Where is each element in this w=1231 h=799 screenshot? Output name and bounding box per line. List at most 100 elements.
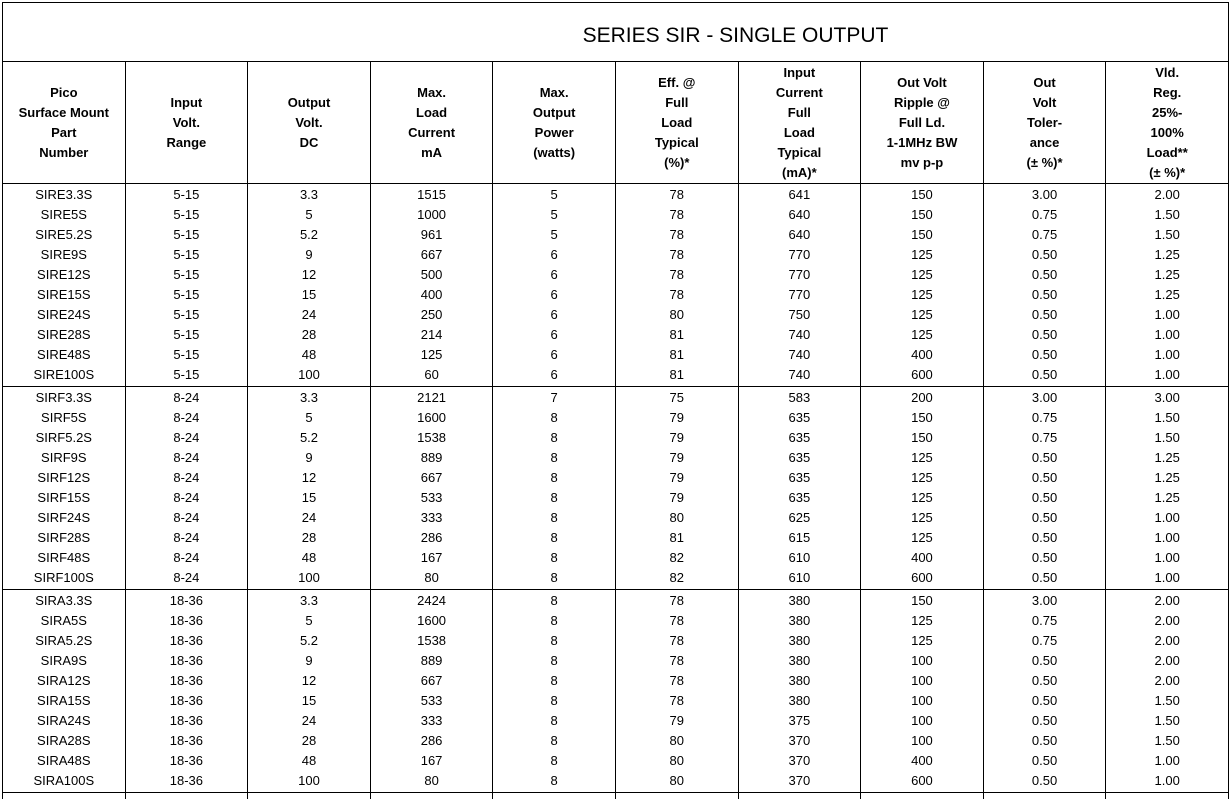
cell-max-output-power: 8 <box>492 691 616 711</box>
cell-output-volt-dc: 3.3 <box>247 386 371 408</box>
cell-efficiency: 78 <box>614 225 739 245</box>
cell-input-volt-range: 18-36 <box>124 691 249 711</box>
header-line: Load** <box>1146 144 1188 160</box>
cell-efficiency: 75 <box>614 386 739 408</box>
cell-volt-tolerance: 0.50 <box>982 285 1107 305</box>
cell-max-output-power: 8 <box>492 548 616 568</box>
header-line: Input <box>170 94 203 110</box>
cell-input-volt-range: 18-36 <box>124 671 249 691</box>
cell-volt-tolerance: 0.50 <box>982 711 1107 731</box>
cell-input-current: 770 <box>737 245 862 265</box>
cell-load-regulation: 1.25 <box>1105 468 1229 488</box>
table-row: SIRE24S 5-15 24 250 6 80 750 125 0.50 1.00 <box>2 305 1229 325</box>
header-line: mv p-p <box>900 154 944 170</box>
cell-output-volt-dc: 12 <box>247 265 371 285</box>
cell-output-volt-dc: 48 <box>247 751 371 771</box>
cell-volt-tolerance: 3.00 <box>982 589 1107 611</box>
cell-input-current: 370 <box>737 771 862 793</box>
header-line: Max. <box>539 84 569 100</box>
cell-max-load-current: 286 <box>369 731 494 751</box>
cell-max-load-current: 1600 <box>369 611 494 631</box>
cell-input-volt-range: 5-15 <box>124 325 249 345</box>
cell-input-current: 640 <box>737 225 862 245</box>
table-row: SIRF100S 8-24 100 80 8 82 610 600 0.50 1.00 <box>2 568 1229 590</box>
cell-part-number: SIRA12S <box>2 671 126 691</box>
cell-max-load-current: 2121 <box>369 386 494 408</box>
cell-input-current: 640 <box>737 205 862 225</box>
cell-input-volt-range: 18-36 <box>124 631 249 651</box>
cell-part-number: SIRA28S <box>2 731 126 751</box>
header-line: Range <box>166 134 207 150</box>
header-line: Eff. @ <box>658 74 696 90</box>
cell-output-volt-dc: 24 <box>247 711 371 731</box>
cell-max-output-power: 8 <box>492 731 616 751</box>
cell-efficiency: 82 <box>614 548 739 568</box>
cell-ripple: 125 <box>860 325 984 345</box>
cell-ripple: 150 <box>860 205 984 225</box>
empty-cell <box>492 792 616 799</box>
cell-max-output-power: 8 <box>492 671 616 691</box>
header-line: Number <box>39 144 89 160</box>
table-row: SIRA28S 18-36 28 286 8 80 370 100 0.50 1.50 <box>2 731 1229 751</box>
cell-max-load-current: 2424 <box>369 589 494 611</box>
cell-output-volt-dc: 48 <box>247 548 371 568</box>
cell-max-load-current: 60 <box>369 365 494 387</box>
table-row: SIRF9S 8-24 9 889 8 79 635 125 0.50 1.25 <box>2 448 1229 468</box>
cell-load-regulation: 1.50 <box>1105 711 1229 731</box>
cell-input-volt-range: 8-24 <box>124 428 249 448</box>
table-row: SIRE12S 5-15 12 500 6 78 770 125 0.50 1.25 <box>2 265 1229 285</box>
cell-input-volt-range: 8-24 <box>124 488 249 508</box>
cell-volt-tolerance: 0.50 <box>982 691 1107 711</box>
cell-max-output-power: 8 <box>492 508 616 528</box>
cell-max-load-current: 125 <box>369 345 494 365</box>
cell-volt-tolerance: 0.75 <box>982 225 1107 245</box>
cell-efficiency: 78 <box>614 245 739 265</box>
cell-input-current: 583 <box>737 386 862 408</box>
cell-max-output-power: 8 <box>492 751 616 771</box>
header-line: Output <box>287 94 331 110</box>
cell-input-current: 750 <box>737 305 862 325</box>
cell-max-output-power: 8 <box>492 488 616 508</box>
cell-load-regulation: 1.00 <box>1105 771 1229 793</box>
cell-efficiency: 81 <box>614 345 739 365</box>
cell-volt-tolerance: 0.50 <box>982 448 1107 468</box>
cell-input-current: 380 <box>737 631 862 651</box>
cell-input-volt-range: 5-15 <box>124 305 249 325</box>
cell-max-output-power: 6 <box>492 265 616 285</box>
header-line: Out Volt <box>897 74 947 90</box>
cell-max-output-power: 8 <box>492 589 616 611</box>
cell-max-load-current: 80 <box>369 771 494 793</box>
cell-max-load-current: 889 <box>369 448 494 468</box>
header-line: Ripple @ <box>893 94 950 110</box>
series-group: SIRE3.3S 5-15 3.3 1515 5 78 641 150 3.00 2.00 SIRE… <box>2 183 1229 387</box>
cell-ripple: 125 <box>860 305 984 325</box>
cell-max-output-power: 8 <box>492 711 616 731</box>
cell-max-output-power: 6 <box>492 245 616 265</box>
cell-ripple: 600 <box>860 771 984 793</box>
cell-efficiency: 78 <box>614 285 739 305</box>
column-header-volt-tolerance: Out Volt Toler-ance (± %)* <box>982 61 1107 184</box>
cell-part-number: SIRA100S <box>2 771 126 793</box>
cell-part-number: SIRA9S <box>2 651 126 671</box>
cell-input-current: 380 <box>737 589 862 611</box>
cell-ripple: 100 <box>860 671 984 691</box>
header-line: (mA)* <box>782 164 817 180</box>
cell-part-number: SIRA48S <box>2 751 126 771</box>
cell-max-load-current: 667 <box>369 671 494 691</box>
cell-max-output-power: 8 <box>492 408 616 428</box>
header-line: Load <box>416 104 448 120</box>
cell-part-number: SIRF12S <box>2 468 126 488</box>
empty-cell <box>247 792 371 799</box>
cell-output-volt-dc: 28 <box>247 528 371 548</box>
cell-input-current: 635 <box>737 468 862 488</box>
column-header-part-number: Pico Surface Mount Part Number <box>2 61 126 184</box>
cell-ripple: 125 <box>860 448 984 468</box>
table-row: SIRE28S 5-15 28 214 6 81 740 125 0.50 1.00 <box>2 325 1229 345</box>
cell-input-volt-range: 8-24 <box>124 568 249 590</box>
cell-input-volt-range: 18-36 <box>124 711 249 731</box>
cell-output-volt-dc: 9 <box>247 245 371 265</box>
cell-output-volt-dc: 5.2 <box>247 225 371 245</box>
empty-cell <box>982 792 1107 799</box>
cell-input-current: 370 <box>737 731 862 751</box>
cell-efficiency: 79 <box>614 408 739 428</box>
